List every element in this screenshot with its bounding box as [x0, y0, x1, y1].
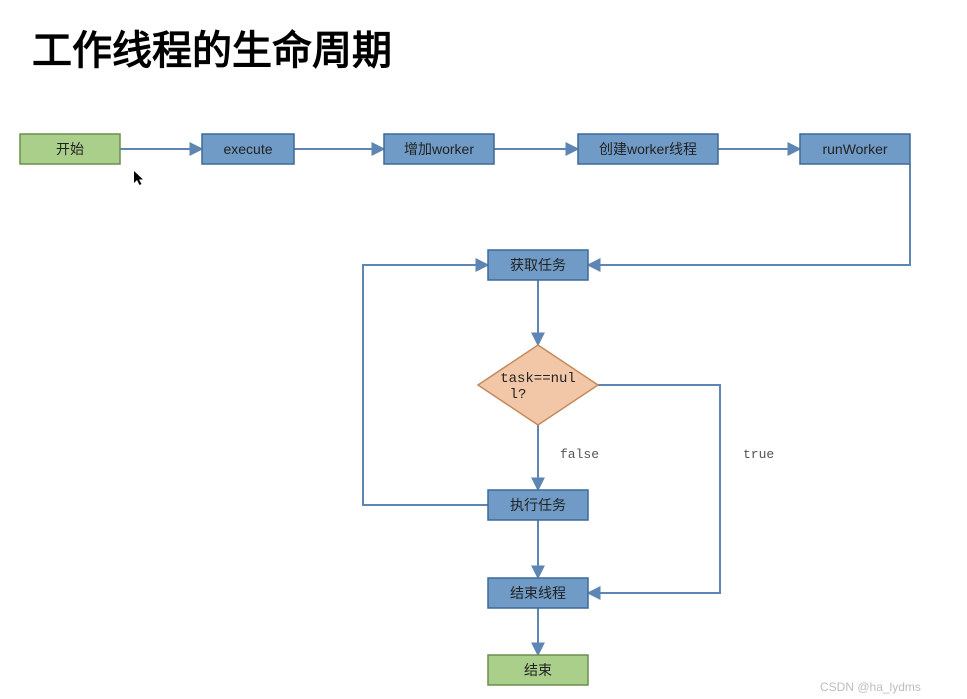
- node-runw: runWorker: [800, 134, 910, 164]
- edge-exec-gettask: [363, 265, 488, 505]
- edge-decide-endthr: [588, 385, 720, 593]
- node-label-addw: 增加worker: [404, 141, 474, 157]
- edge-runw-gettask: [588, 164, 910, 265]
- flowchart-svg: false true 开始 execute 增加worker 创建worker线程 runW…: [0, 0, 967, 699]
- node-label-end: 结束: [524, 662, 552, 678]
- node-label-runw: runWorker: [822, 141, 887, 157]
- page-root: 工作线程的生命周期 falsetrue开始execute增加worker创建wo…: [0, 0, 967, 699]
- node-decide: task==null?: [478, 345, 598, 425]
- node-create: 创建worker线程: [578, 134, 718, 164]
- node-label-execute: execute: [223, 141, 272, 157]
- node-gettask: 获取任务: [488, 250, 588, 280]
- node-label-gettask: 获取任务: [510, 257, 566, 273]
- node-label-start: 开始: [56, 141, 84, 157]
- watermark: CSDN @ha_lydms: [820, 680, 921, 694]
- edge-label-true: true: [743, 447, 774, 462]
- node-start: 开始: [20, 134, 120, 164]
- node-label-exec: 执行任务: [510, 497, 566, 513]
- node-addw: 增加worker: [384, 134, 494, 164]
- node-label-endthr: 结束线程: [510, 585, 566, 601]
- edge-label-false: false: [560, 447, 599, 462]
- node-label-create: 创建worker线程: [599, 141, 697, 157]
- node-execute: execute: [202, 134, 294, 164]
- node-endthr: 结束线程: [488, 578, 588, 608]
- node-exec: 执行任务: [488, 490, 588, 520]
- node-end: 结束: [488, 655, 588, 685]
